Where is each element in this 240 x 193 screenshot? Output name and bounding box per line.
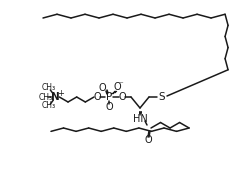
Text: O: O xyxy=(113,82,121,92)
Text: HN: HN xyxy=(133,114,147,124)
Text: O: O xyxy=(118,92,126,102)
Text: P: P xyxy=(106,92,112,102)
Text: O: O xyxy=(93,92,101,102)
Text: O: O xyxy=(144,135,152,145)
Text: +: + xyxy=(57,89,64,97)
Text: S: S xyxy=(159,92,165,102)
Text: N: N xyxy=(51,92,60,102)
Text: CH₃: CH₃ xyxy=(41,84,55,92)
Text: O: O xyxy=(105,102,113,112)
Text: ⁻: ⁻ xyxy=(119,80,123,90)
Text: CH₃: CH₃ xyxy=(38,92,52,102)
Text: CH₃: CH₃ xyxy=(41,102,55,111)
Text: O: O xyxy=(98,83,106,93)
